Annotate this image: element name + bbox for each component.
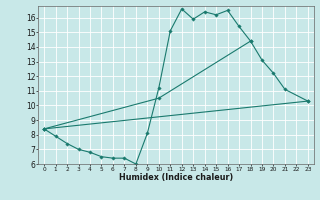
X-axis label: Humidex (Indice chaleur): Humidex (Indice chaleur) [119, 173, 233, 182]
